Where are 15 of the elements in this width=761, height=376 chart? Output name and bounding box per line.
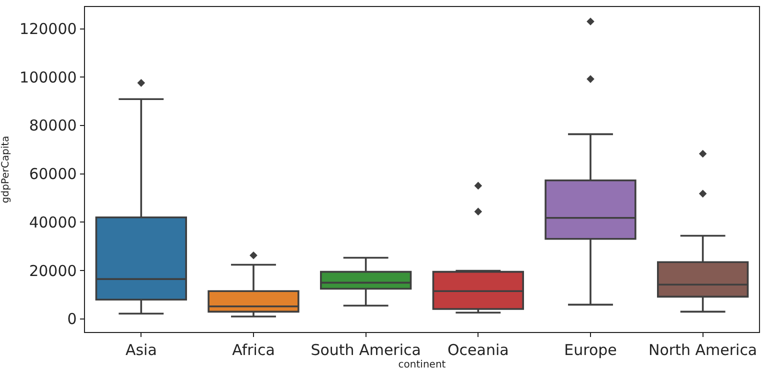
- y-tick-label: 120000: [20, 20, 77, 38]
- x-tick-label: Oceania: [448, 341, 509, 360]
- y-tick-label: 0: [67, 310, 77, 328]
- x-tick-label: North America: [648, 341, 758, 360]
- y-tick-label: 80000: [29, 116, 77, 135]
- x-tick-label: Asia: [125, 341, 157, 360]
- x-tick-label: South America: [310, 341, 421, 360]
- y-tick-label: 20000: [29, 262, 77, 280]
- y-tick-label: 60000: [29, 165, 77, 184]
- x-axis-title: continent: [398, 360, 446, 371]
- y-axis-title: gdpPerCapita: [0, 136, 12, 204]
- x-tick-label: Africa: [232, 341, 275, 360]
- x-tick-label: Europe: [564, 341, 617, 360]
- y-tick-label: 100000: [20, 68, 77, 86]
- y-tick-label: 40000: [29, 213, 77, 232]
